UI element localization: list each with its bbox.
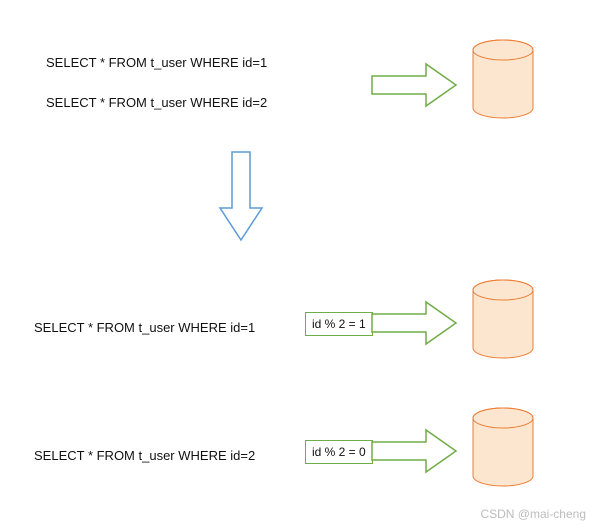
sharding-diagram: SELECT * FROM t_user WHERE id=1 SELECT *… <box>0 0 594 527</box>
db-cylinder-top <box>472 38 534 127</box>
db-cylinder-mid <box>472 278 534 367</box>
arrow-to-db-bot <box>370 428 460 479</box>
condition-box-1: id % 2 = 1 <box>305 312 373 336</box>
watermark: CSDN @mai-cheng <box>480 507 586 521</box>
sql-line-3: SELECT * FROM t_user WHERE id=1 <box>34 320 255 335</box>
sql-line-2: SELECT * FROM t_user WHERE id=2 <box>46 95 267 110</box>
sql-line-4: SELECT * FROM t_user WHERE id=2 <box>34 448 255 463</box>
arrow-to-db-mid <box>370 300 460 351</box>
db-cylinder-bot <box>472 406 534 495</box>
arrow-to-db-top <box>370 62 460 113</box>
condition-box-2: id % 2 = 0 <box>305 440 373 464</box>
arrow-down <box>218 150 264 249</box>
sql-line-1: SELECT * FROM t_user WHERE id=1 <box>46 55 267 70</box>
